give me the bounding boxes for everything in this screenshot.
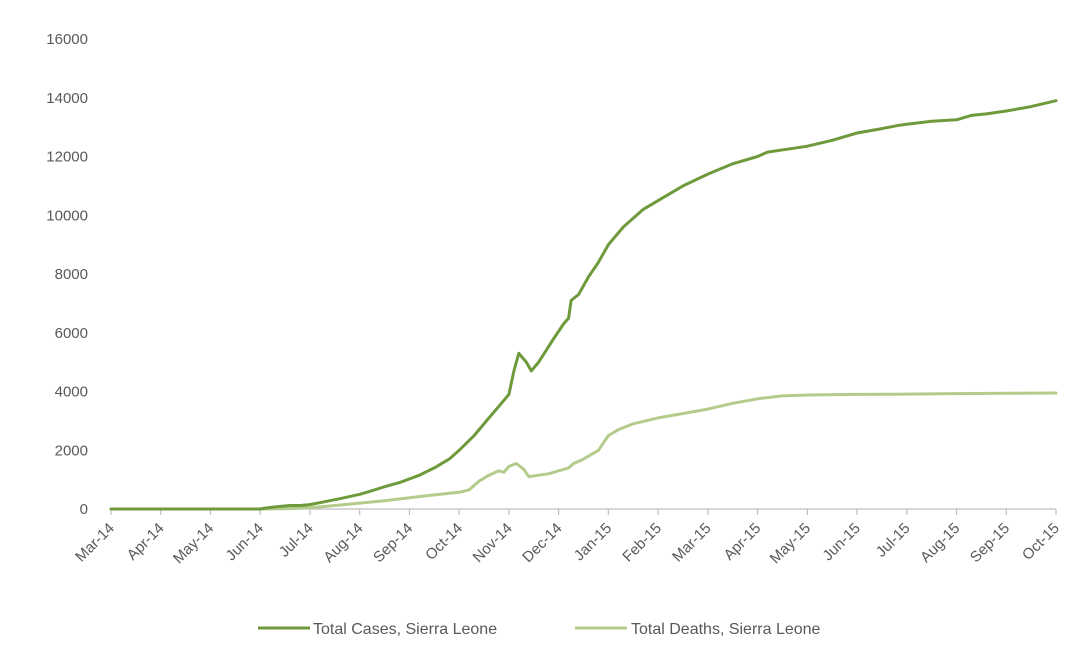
x-tick-label: Oct-15 [1019, 520, 1063, 564]
series-lines [109, 99, 1058, 511]
x-tick-label: Jun-14 [223, 520, 267, 564]
legend: Total Cases, Sierra Leone Total Deaths, S… [258, 621, 821, 638]
x-tick-label: Jun-15 [819, 520, 863, 564]
x-tick-label: Apr-15 [721, 520, 765, 564]
x-tick-label: Dec-14 [519, 520, 565, 566]
x-tick-label: Oct-14 [422, 520, 466, 564]
x-tick-label: Jan-15 [571, 520, 615, 564]
y-tick-label: 16000 [46, 31, 88, 48]
y-tick-label: 14000 [46, 90, 88, 107]
x-tick-label: May-15 [767, 520, 814, 567]
x-tick-label: Mar-14 [72, 520, 118, 566]
x-tick-label: Mar-15 [669, 520, 715, 566]
y-tick-label: 6000 [55, 325, 88, 342]
y-tick-label: 10000 [46, 207, 88, 224]
x-tick-label: Feb-15 [619, 520, 665, 566]
x-axis: Mar-14 Apr-14 May-14 Jun-14 Jul-14 Aug-14 Sep-… [72, 508, 1063, 567]
x-tick-label: Sep-15 [967, 520, 1013, 566]
y-tick-label: 8000 [55, 266, 88, 283]
x-tick-label: Sep-14 [370, 520, 416, 566]
x-tick-label: Aug-14 [320, 520, 366, 566]
x-tick-label: Jul-15 [873, 520, 914, 561]
x-tick-label: Jul-14 [276, 520, 317, 561]
series-line-total-deaths [109, 391, 1058, 511]
y-tick-label: 12000 [46, 149, 88, 166]
y-axis: 0 2000 4000 6000 8000 10000 12000 14000 16000 [46, 31, 88, 518]
y-tick-label: 2000 [55, 442, 88, 459]
y-tick-label: 0 [80, 501, 88, 518]
x-tick-label: May-14 [170, 520, 217, 567]
legend-label: Total Cases, Sierra Leone [313, 621, 497, 638]
series-line-total-cases [109, 99, 1058, 511]
legend-label: Total Deaths, Sierra Leone [631, 621, 821, 638]
x-tick-label: Nov-14 [470, 520, 516, 566]
x-tick-label: Apr-14 [124, 520, 168, 564]
x-tick-label: Aug-15 [917, 520, 963, 566]
y-tick-label: 4000 [55, 384, 88, 401]
